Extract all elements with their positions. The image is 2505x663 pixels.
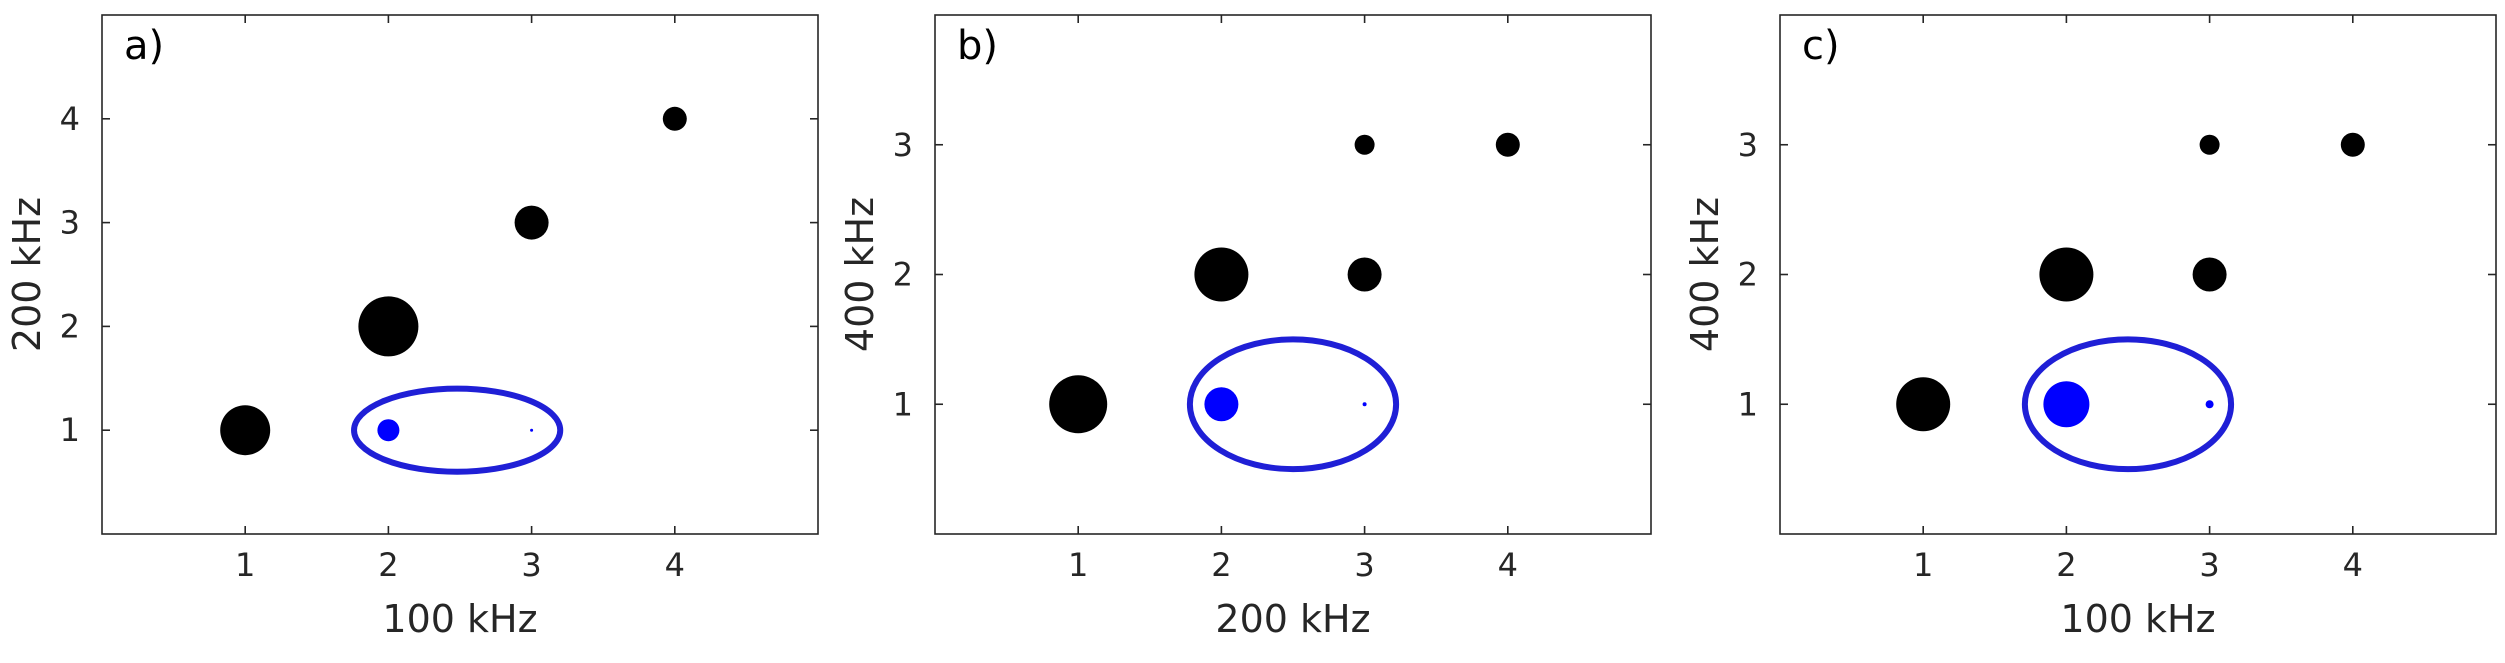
y-tick-label: 1 bbox=[1738, 385, 1758, 423]
y-tick-label: 3 bbox=[893, 126, 913, 164]
x-tick-label: 1 bbox=[1068, 546, 1088, 584]
y-tick-label: 3 bbox=[60, 204, 80, 242]
x-axis-title: 100 kHz bbox=[2060, 597, 2215, 641]
x-axis-title: 100 kHz bbox=[382, 597, 537, 641]
scatter-point-black bbox=[2340, 132, 2365, 157]
chart-panel-a: 1 2 3 4 1 2 3 4 100 kHz 200 kHz a) bbox=[5, 14, 819, 641]
y-axis-title: 400 kHz bbox=[838, 197, 882, 352]
scatter-point-black bbox=[358, 296, 419, 357]
x-tick-label: 4 bbox=[2343, 546, 2363, 584]
scatter-point-black bbox=[1194, 247, 1249, 302]
x-tick-label: 2 bbox=[1211, 546, 1231, 584]
x-tick-label: 3 bbox=[521, 546, 541, 584]
chart-panel-b: 1 2 3 4 1 2 3 200 kHz 400 kHz b) bbox=[838, 14, 1652, 641]
scatter-point-black bbox=[1049, 375, 1108, 434]
scatter-point-black bbox=[220, 405, 271, 456]
x-tick-label: 4 bbox=[665, 546, 685, 584]
x-tick-label: 3 bbox=[1354, 546, 1374, 584]
axes-frame bbox=[101, 14, 819, 535]
x-tick-label: 1 bbox=[235, 546, 255, 584]
x-tick-label: 2 bbox=[2056, 546, 2076, 584]
y-tick-label: 2 bbox=[1738, 256, 1758, 294]
scatter-point-black bbox=[514, 205, 549, 240]
y-tick-label: 1 bbox=[893, 385, 913, 423]
y-tick-label: 1 bbox=[60, 411, 80, 449]
highlight-ellipse bbox=[2021, 336, 2235, 473]
y-tick-label: 2 bbox=[893, 256, 913, 294]
x-tick-label: 3 bbox=[2199, 546, 2219, 584]
scatter-point-black bbox=[2199, 134, 2220, 155]
axes-frame bbox=[934, 14, 1652, 535]
y-tick-label: 3 bbox=[1738, 126, 1758, 164]
x-axis-title: 200 kHz bbox=[1215, 597, 1370, 641]
scatter-point-blue bbox=[530, 428, 534, 432]
scatter-point-black bbox=[1347, 257, 1382, 292]
scatter-point-blue bbox=[1204, 387, 1239, 422]
x-tick-label: 2 bbox=[378, 546, 398, 584]
y-axis-title: 400 kHz bbox=[1683, 197, 1727, 352]
scatter-point-blue bbox=[377, 419, 400, 442]
scatter-point-black bbox=[1896, 377, 1951, 432]
scatter-point-black bbox=[662, 106, 687, 131]
scatter-point-black bbox=[2039, 247, 2094, 302]
y-tick-label: 2 bbox=[60, 307, 80, 345]
axes-frame bbox=[1779, 14, 2497, 535]
panel-label: a) bbox=[124, 23, 164, 69]
scatter-point-blue bbox=[1362, 402, 1367, 407]
panel-label: b) bbox=[957, 23, 998, 69]
scatter-point-black bbox=[1495, 132, 1520, 157]
scatter-point-black bbox=[1354, 134, 1375, 155]
x-tick-label: 4 bbox=[1498, 546, 1518, 584]
y-axis-title: 200 kHz bbox=[5, 197, 49, 352]
scatter-point-blue bbox=[2205, 400, 2214, 409]
highlight-ellipse bbox=[1186, 336, 1400, 473]
y-tick-label: 4 bbox=[60, 100, 80, 138]
panel-label: c) bbox=[1802, 23, 1840, 69]
chart-panel-c: 1 2 3 4 1 2 3 100 kHz 400 kHz c) bbox=[1683, 14, 2497, 641]
scatter-point-black bbox=[2192, 257, 2227, 292]
highlight-ellipse bbox=[351, 385, 564, 475]
scatter-point-blue bbox=[2043, 381, 2090, 428]
x-tick-label: 1 bbox=[1913, 546, 1933, 584]
